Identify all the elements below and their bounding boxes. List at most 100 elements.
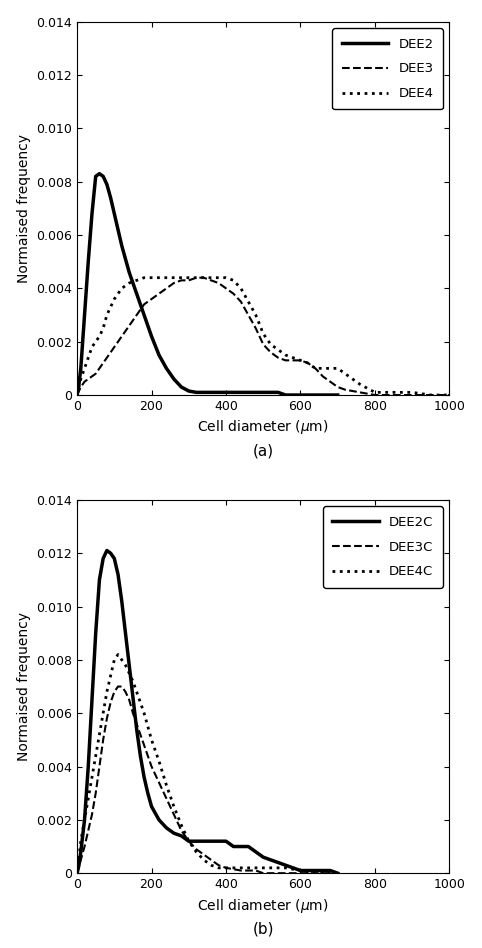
DEE3 <box>230 288 236 300</box>
Y-axis label: Normaised frequency: Normaised frequency <box>17 612 31 761</box>
DEE2C <box>76 860 82 871</box>
DEE4 <box>119 283 125 294</box>
DEE3 <box>119 331 125 342</box>
DEE3C <box>208 854 214 866</box>
DEE2 <box>93 171 99 182</box>
DEE3 <box>320 371 326 382</box>
DEE4C <box>193 847 199 858</box>
DEE3C <box>130 707 136 719</box>
DEE2C <box>126 660 132 671</box>
DEE4 <box>81 363 87 374</box>
DEE3 <box>89 371 95 382</box>
DEE2C <box>178 830 184 842</box>
DEE4 <box>208 272 214 283</box>
DEE4 <box>312 363 318 374</box>
DEE3C <box>93 788 99 799</box>
DEE3 <box>350 385 356 396</box>
DEE3C <box>253 865 259 876</box>
DEE3 <box>193 272 199 283</box>
DEE3 <box>201 272 207 283</box>
DEE3 <box>245 309 251 320</box>
DEE4 <box>134 275 140 286</box>
DEE4 <box>275 344 281 356</box>
DEE2 <box>81 309 87 320</box>
DEE4C <box>96 729 102 740</box>
DEE3C <box>89 809 95 820</box>
DEE4C <box>134 686 140 698</box>
DEE4 <box>446 390 452 401</box>
DEE4C <box>223 862 229 873</box>
DEE4 <box>238 283 244 294</box>
DEE4 <box>201 272 207 283</box>
DEE2 <box>282 390 288 401</box>
DEE3 <box>260 338 266 350</box>
DEE4C <box>335 867 341 879</box>
DEE3C <box>122 686 128 698</box>
DEE2 <box>275 387 281 398</box>
DEE3C <box>115 681 121 692</box>
DEE3 <box>111 341 117 353</box>
DEE2C <box>312 865 318 876</box>
DEE2 <box>245 387 251 398</box>
DEE3 <box>297 355 303 366</box>
DEE3 <box>171 278 177 289</box>
DEE3C <box>141 739 147 751</box>
DEE3 <box>253 322 259 334</box>
DEE3 <box>100 357 106 369</box>
DEE3C <box>163 793 169 804</box>
DEE2 <box>74 390 80 401</box>
DEE2 <box>111 208 117 219</box>
DEE2C <box>223 835 229 847</box>
DEE2 <box>141 309 147 320</box>
DEE3 <box>223 283 229 294</box>
DEE4C <box>115 648 121 660</box>
DEE2 <box>163 363 169 374</box>
DEE3 <box>312 363 318 374</box>
DEE4 <box>223 272 229 283</box>
Legend: DEE2C, DEE3C, DEE4C: DEE2C, DEE3C, DEE4C <box>323 506 443 588</box>
DEE2C <box>130 691 136 702</box>
DEE2 <box>316 390 322 401</box>
DEE2 <box>335 390 341 401</box>
DEE2 <box>78 363 84 374</box>
DEE2 <box>148 331 154 342</box>
DEE3C <box>85 825 91 836</box>
DEE4 <box>245 296 251 307</box>
DEE2 <box>76 378 82 390</box>
DEE3 <box>74 390 80 401</box>
Line: DEE3: DEE3 <box>77 278 449 395</box>
DEE3C <box>260 867 266 879</box>
DEE4C <box>253 862 259 873</box>
DEE4C <box>141 707 147 719</box>
DEE3C <box>74 867 80 879</box>
DEE4 <box>193 272 199 283</box>
DEE2 <box>134 288 140 300</box>
DEE3 <box>290 355 296 366</box>
DEE3C <box>137 729 143 740</box>
DEE4 <box>342 368 348 379</box>
DEE3C <box>148 761 154 773</box>
DEE2C <box>111 553 117 564</box>
DEE3C <box>126 694 132 705</box>
DEE3 <box>93 368 99 379</box>
DEE4 <box>89 341 95 353</box>
DEE4C <box>137 697 143 708</box>
DEE2C <box>141 772 147 783</box>
DEE3C <box>107 697 113 708</box>
DEE2C <box>89 694 95 705</box>
DEE4C <box>78 835 84 847</box>
DEE2 <box>126 266 132 278</box>
DEE3C <box>145 750 151 761</box>
DEE2 <box>186 385 192 396</box>
DEE3 <box>428 390 434 401</box>
DEE2C <box>107 548 113 559</box>
DEE2 <box>215 387 221 398</box>
DEE4C <box>282 862 288 873</box>
Y-axis label: Normaised frequency: Normaised frequency <box>17 134 31 283</box>
DEE3C <box>320 867 326 879</box>
DEE4 <box>357 378 363 390</box>
DEE4 <box>350 374 356 385</box>
DEE4 <box>215 272 221 283</box>
DEE3 <box>163 283 169 294</box>
DEE2 <box>171 374 177 385</box>
